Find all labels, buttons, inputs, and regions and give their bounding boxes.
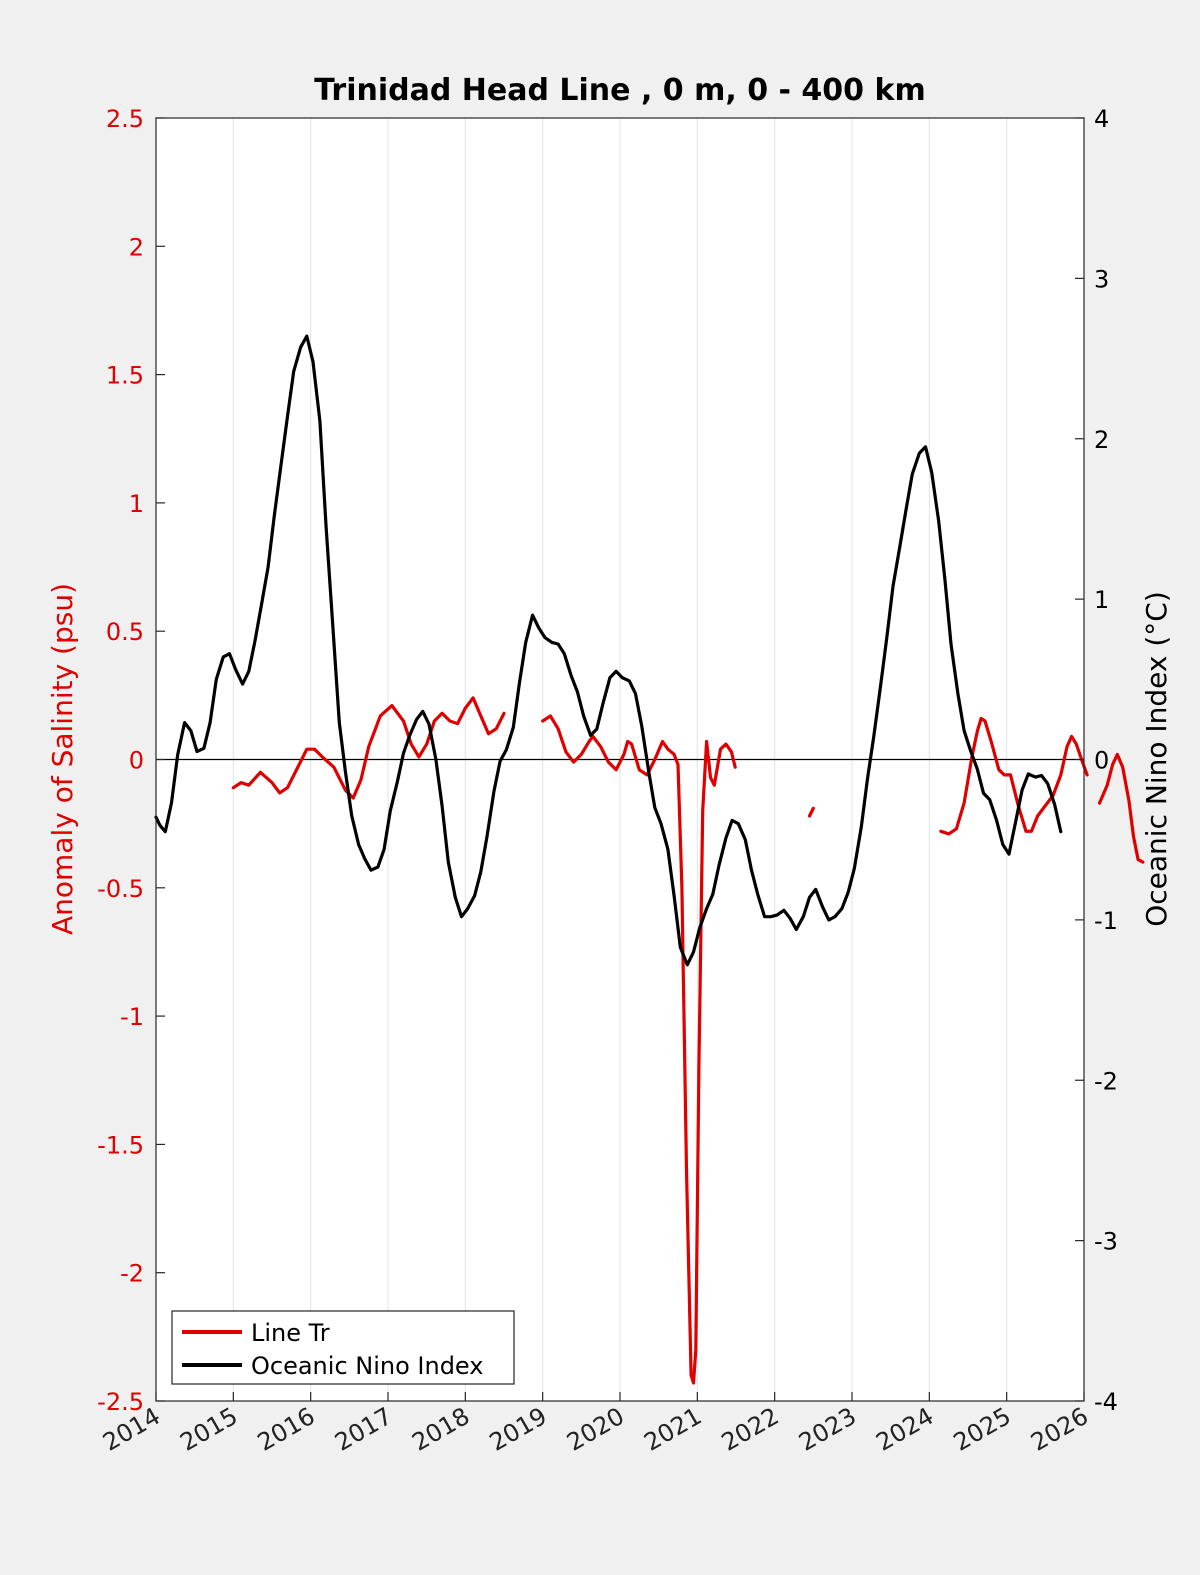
legend: Line Tr Oceanic Nino Index: [171, 1310, 515, 1385]
y-tick-label-right: 2: [1094, 426, 1109, 454]
chart-title: Trinidad Head Line , 0 m, 0 - 400 km: [314, 73, 925, 108]
y-tick-label-left: 2.5: [106, 105, 144, 133]
series-line-oni-seg-0: [154, 334, 1063, 967]
y-axis-label-right: Oceanic Nino Index (°C): [1140, 591, 1173, 927]
y-tick-label-left: 2: [129, 233, 144, 261]
series-layer: [154, 334, 1145, 1385]
y-tick-label-right: -2: [1094, 1067, 1118, 1095]
series-line-line-tr-seg-3: [939, 716, 1089, 836]
y-tick-label-right: 4: [1094, 105, 1109, 133]
y-tick-label-right: -4: [1094, 1388, 1118, 1416]
legend-box: [171, 1310, 515, 1385]
y-tick-labels-left: 2.5 2 1.5 1 0.5 0 -0.5 -1 -1.5 -2 -2.5: [97, 105, 144, 1416]
series-line-line-tr-seg-4: [1097, 752, 1145, 864]
series-line-line-tr-seg-0: [231, 696, 506, 800]
y-tick-label-left: -2: [120, 1260, 144, 1288]
series-line-line-tr-seg-2: [807, 806, 815, 818]
y-tick-label-right: 0: [1094, 747, 1109, 775]
y-tick-label-left: 1.5: [106, 362, 144, 390]
y-tick-label-right: 1: [1094, 586, 1109, 614]
y-tick-label-right: -3: [1094, 1228, 1118, 1256]
legend-label-line-tr: Line Tr: [251, 1319, 330, 1347]
axis-ticks: [155, 117, 1085, 1402]
y-tick-label-left: -1: [120, 1003, 144, 1031]
series-line-line-tr-seg-1: [541, 714, 737, 1385]
y-axis-label-left: Anomaly of Salinity (psu): [46, 583, 79, 935]
y-tick-label-left: -1.5: [97, 1131, 144, 1159]
y-tick-label-left: -2.5: [97, 1388, 144, 1416]
y-tick-label-left: 0: [129, 747, 144, 775]
legend-label-oni: Oceanic Nino Index: [251, 1352, 483, 1380]
y-tick-label-left: -0.5: [97, 875, 144, 903]
y-tick-label-left: 1: [129, 490, 144, 518]
y-tick-labels-right: 4 3 2 1 0 -1 -2 -3 -4: [1094, 105, 1118, 1416]
y-tick-label-right: -1: [1094, 907, 1118, 935]
y-tick-label-left: 0.5: [106, 618, 144, 646]
y-tick-label-right: 3: [1094, 265, 1109, 293]
